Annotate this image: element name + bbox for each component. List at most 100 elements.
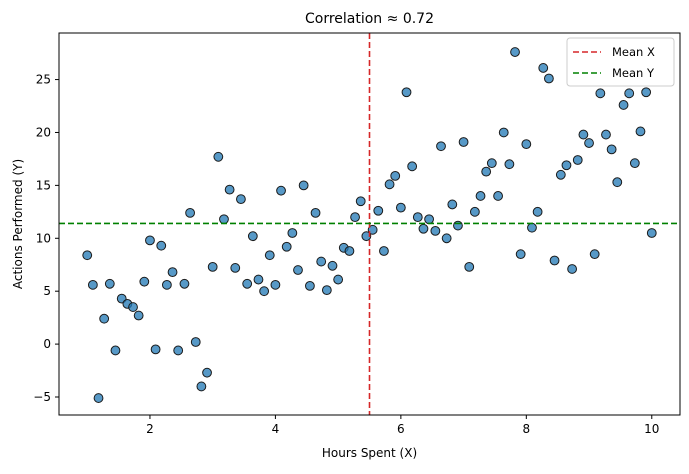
data-point	[412, 212, 423, 223]
data-point	[139, 276, 150, 287]
data-point	[641, 87, 652, 98]
data-point	[498, 127, 509, 138]
data-point	[458, 137, 469, 147]
data-point	[361, 231, 372, 242]
data-point	[310, 207, 321, 218]
data-point	[464, 261, 475, 272]
data-point	[538, 63, 549, 73]
data-point	[418, 223, 429, 234]
data-point	[99, 313, 110, 324]
data-point	[401, 87, 412, 98]
data-point	[207, 261, 218, 272]
data-point	[247, 231, 258, 242]
x-tick-label: 6	[397, 422, 405, 436]
data-point	[572, 155, 583, 165]
data-point	[549, 255, 560, 266]
data-point	[453, 220, 463, 231]
data-point	[384, 179, 395, 190]
chart-title: Correlation ≈ 0.72	[305, 11, 434, 27]
y-axis-label: Actions Performed (Y)	[11, 159, 25, 289]
data-point	[561, 160, 572, 171]
legend-label-mean-y: Mean Y	[612, 66, 655, 80]
y-tick-label: 15	[36, 178, 51, 192]
data-point	[612, 177, 623, 188]
data-point	[584, 138, 594, 148]
data-point	[298, 180, 309, 191]
data-point	[395, 202, 406, 213]
legend-box	[566, 37, 675, 87]
data-point	[110, 345, 121, 356]
y-tick-label: 20	[36, 125, 51, 139]
data-point	[367, 224, 378, 235]
data-point	[390, 170, 401, 181]
data-point	[270, 279, 281, 290]
data-point	[242, 278, 253, 289]
data-point	[624, 88, 635, 99]
data-point	[475, 191, 486, 201]
data-point	[202, 367, 212, 378]
data-point	[316, 256, 327, 267]
data-point	[424, 214, 434, 225]
x-axis-label: Hours Spent (X)	[322, 446, 417, 460]
data-point	[521, 139, 532, 150]
y-tick-label: 0	[43, 337, 51, 351]
data-point	[259, 286, 270, 297]
plot-area	[59, 33, 680, 415]
data-point	[504, 159, 515, 170]
data-point	[236, 194, 246, 205]
data-point	[486, 158, 497, 169]
data-point	[515, 249, 526, 260]
data-point	[618, 100, 629, 110]
x-tick-label: 4	[272, 422, 280, 436]
data-point	[344, 246, 355, 256]
data-point	[230, 263, 241, 273]
data-point	[629, 158, 640, 169]
data-point	[281, 241, 292, 252]
data-point	[327, 260, 338, 271]
data-point	[87, 279, 98, 290]
data-point	[82, 250, 93, 261]
data-point	[128, 302, 138, 312]
data-point	[185, 207, 196, 218]
data-point	[527, 222, 537, 233]
data-point	[373, 205, 384, 216]
data-point	[156, 240, 167, 251]
legend: Mean X Mean Y	[566, 37, 675, 87]
data-point	[481, 166, 492, 177]
data-point	[213, 151, 224, 162]
y-axis: −5 0 5 10 15 20 25	[33, 73, 59, 404]
data-point	[578, 129, 589, 140]
data-point	[293, 265, 303, 275]
data-point	[350, 212, 360, 223]
data-point	[601, 129, 611, 140]
data-point	[532, 206, 543, 217]
data-point	[104, 278, 115, 289]
data-point	[355, 196, 366, 207]
data-points	[82, 47, 657, 403]
data-point	[150, 344, 161, 355]
data-point	[167, 267, 178, 278]
legend-label-mean-x: Mean X	[612, 45, 655, 59]
y-tick-label: −5	[33, 390, 51, 404]
data-point	[224, 184, 235, 195]
data-point	[93, 393, 104, 403]
data-point	[264, 250, 275, 261]
data-point	[253, 274, 264, 285]
data-point	[606, 144, 617, 155]
data-point	[469, 206, 480, 217]
data-point	[321, 285, 332, 296]
data-point	[436, 141, 446, 152]
data-point	[595, 88, 606, 99]
data-point	[544, 73, 554, 84]
data-point	[219, 214, 229, 225]
data-point	[447, 199, 458, 210]
data-point	[510, 47, 520, 57]
data-point	[646, 228, 657, 238]
data-point	[567, 264, 578, 274]
data-point	[430, 225, 441, 236]
data-point	[589, 249, 600, 260]
x-tick-label: 8	[522, 422, 530, 436]
data-point	[190, 337, 201, 347]
y-tick-label: 10	[36, 231, 51, 245]
